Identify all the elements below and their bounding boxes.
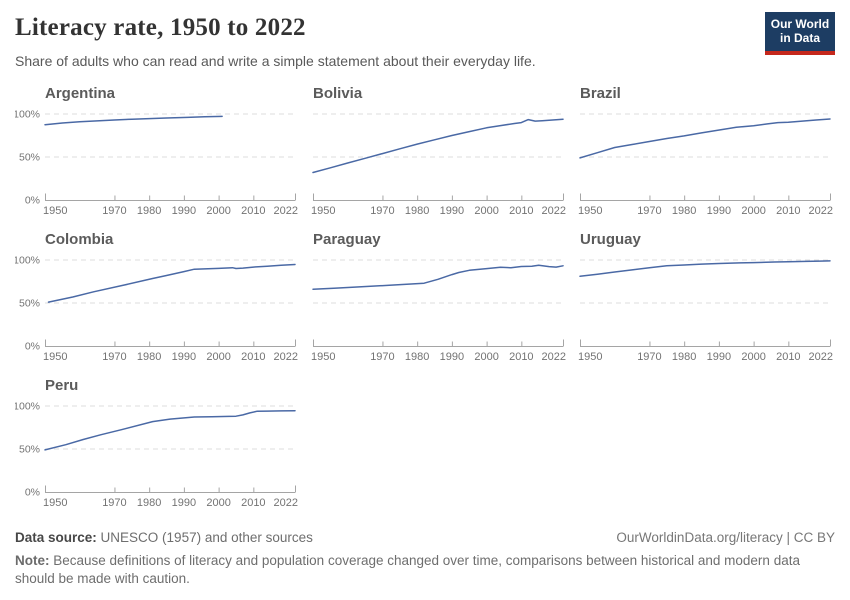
chart-title-colombia: Colombia xyxy=(45,231,114,248)
svg-text:2000: 2000 xyxy=(206,497,230,509)
chart-cell-peru: Peru 1950 1970 1980 1990 2000 2010 2022 0% 50% 10… xyxy=(15,376,300,522)
chart-title-argentina: Argentina xyxy=(45,85,116,102)
svg-text:1980: 1980 xyxy=(405,351,429,363)
svg-text:2000: 2000 xyxy=(474,351,498,363)
owid-license-link[interactable]: OurWorldinData.org/literacy | CC BY xyxy=(616,530,835,545)
chart-cell-bolivia: Bolivia 1950 1970 1980 1990 2000 2010 2022 xyxy=(300,84,567,230)
svg-text:1970: 1970 xyxy=(102,205,126,217)
line-chart-colombia: 1950 1970 1980 1990 2000 2010 2022 0% 50% 100% xyxy=(15,255,298,364)
svg-text:2022: 2022 xyxy=(542,351,566,363)
svg-text:1970: 1970 xyxy=(370,205,394,217)
chart-title-peru: Peru xyxy=(45,377,79,394)
svg-text:2010: 2010 xyxy=(509,351,533,363)
svg-text:1980: 1980 xyxy=(672,205,696,217)
data-source-label: Data source: xyxy=(15,530,97,545)
line-chart-uruguay: 1950 1970 1980 1990 2000 2010 2022 xyxy=(578,259,833,363)
svg-text:1990: 1990 xyxy=(707,205,731,217)
svg-text:1950: 1950 xyxy=(43,351,67,363)
svg-text:1990: 1990 xyxy=(172,497,196,509)
svg-text:1980: 1980 xyxy=(137,205,161,217)
line-chart-argentina: 1950 1970 1980 1990 2000 2010 2022 0% 50% 100% xyxy=(15,109,298,218)
footer: Data source: UNESCO (1957) and other sou… xyxy=(15,530,835,588)
page-subtitle: Share of adults who can read and write a… xyxy=(15,53,536,69)
svg-text:1970: 1970 xyxy=(637,205,661,217)
line-chart-bolivia: 1950 1970 1980 1990 2000 2010 2022 xyxy=(311,113,566,217)
svg-text:2022: 2022 xyxy=(274,497,298,509)
line-chart-brazil: 1950 1970 1980 1990 2000 2010 2022 xyxy=(578,113,833,217)
svg-text:2022: 2022 xyxy=(542,205,566,217)
svg-text:2010: 2010 xyxy=(776,351,800,363)
page-title: Literacy rate, 1950 to 2022 xyxy=(15,14,306,41)
footnote-label: Note: xyxy=(15,553,50,568)
svg-text:2010: 2010 xyxy=(241,497,265,509)
chart-cell-brazil: Brazil 1950 1970 1980 1990 2000 2010 2022 xyxy=(567,84,835,230)
svg-text:2010: 2010 xyxy=(241,205,265,217)
data-source-line: Data source: UNESCO (1957) and other sou… xyxy=(15,530,313,545)
chart-cell-paraguay: Paraguay 1950 1970 1980 1990 2000 2010 2022 xyxy=(300,230,567,376)
owid-logo: Our World in Data xyxy=(765,12,835,55)
svg-text:1950: 1950 xyxy=(43,205,67,217)
svg-text:0%: 0% xyxy=(25,341,40,353)
svg-text:2022: 2022 xyxy=(809,351,833,363)
svg-text:1970: 1970 xyxy=(637,351,661,363)
svg-text:1950: 1950 xyxy=(43,497,67,509)
chart-title-paraguay: Paraguay xyxy=(313,231,381,248)
small-multiples-grid: Argentina 1950 1970 1980 1990 2000 2010 2022 0%… xyxy=(15,84,835,522)
svg-text:2000: 2000 xyxy=(741,351,765,363)
chart-cell-colombia: Colombia 1950 1970 1980 1990 2000 2010 2022 0% 5… xyxy=(15,230,300,376)
svg-text:1970: 1970 xyxy=(102,351,126,363)
svg-text:1950: 1950 xyxy=(578,351,602,363)
svg-text:1980: 1980 xyxy=(137,351,161,363)
owid-logo-line1: Our World xyxy=(770,17,830,31)
chart-cell-uruguay: Uruguay 1950 1970 1980 1990 2000 2010 2022 xyxy=(567,230,835,376)
svg-text:1950: 1950 xyxy=(578,205,602,217)
svg-text:1990: 1990 xyxy=(707,351,731,363)
svg-text:0%: 0% xyxy=(25,487,40,499)
svg-text:1950: 1950 xyxy=(311,205,335,217)
svg-text:0%: 0% xyxy=(25,195,40,207)
footnote-text: Because definitions of literacy and popu… xyxy=(15,553,800,587)
svg-text:2010: 2010 xyxy=(241,351,265,363)
chart-title-bolivia: Bolivia xyxy=(313,85,363,102)
svg-text:2000: 2000 xyxy=(206,205,230,217)
svg-text:50%: 50% xyxy=(19,298,40,310)
chart-title-uruguay: Uruguay xyxy=(580,231,641,248)
svg-text:2010: 2010 xyxy=(776,205,800,217)
svg-text:50%: 50% xyxy=(19,152,40,164)
footnote: Note: Because definitions of literacy an… xyxy=(15,552,835,588)
svg-text:2010: 2010 xyxy=(509,205,533,217)
data-source-text: UNESCO (1957) and other sources xyxy=(100,530,313,545)
svg-text:1980: 1980 xyxy=(405,205,429,217)
svg-text:1970: 1970 xyxy=(370,351,394,363)
svg-text:2022: 2022 xyxy=(274,351,298,363)
svg-text:1990: 1990 xyxy=(440,351,464,363)
svg-text:1990: 1990 xyxy=(440,205,464,217)
svg-text:1970: 1970 xyxy=(102,497,126,509)
line-chart-paraguay: 1950 1970 1980 1990 2000 2010 2022 xyxy=(311,259,566,363)
svg-text:1980: 1980 xyxy=(672,351,696,363)
svg-text:1980: 1980 xyxy=(137,497,161,509)
svg-text:2022: 2022 xyxy=(809,205,833,217)
svg-text:100%: 100% xyxy=(15,109,40,121)
svg-text:2000: 2000 xyxy=(741,205,765,217)
svg-text:2022: 2022 xyxy=(274,205,298,217)
svg-text:50%: 50% xyxy=(19,444,40,456)
svg-text:1990: 1990 xyxy=(172,205,196,217)
chart-title-brazil: Brazil xyxy=(580,85,621,102)
svg-text:1990: 1990 xyxy=(172,351,196,363)
chart-cell-argentina: Argentina 1950 1970 1980 1990 2000 2010 2022 0%… xyxy=(15,84,300,230)
owid-logo-line2: in Data xyxy=(779,31,820,46)
svg-text:2000: 2000 xyxy=(206,351,230,363)
line-chart-peru: 1950 1970 1980 1990 2000 2010 2022 0% 50% 100% xyxy=(15,401,298,510)
svg-text:100%: 100% xyxy=(15,401,40,413)
svg-text:100%: 100% xyxy=(15,255,40,267)
svg-text:2000: 2000 xyxy=(474,205,498,217)
svg-text:1950: 1950 xyxy=(311,351,335,363)
